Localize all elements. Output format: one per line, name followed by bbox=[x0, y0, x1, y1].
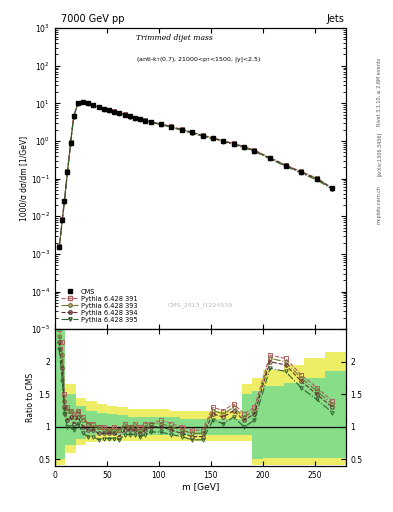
Text: CMS_2013_I1224539: CMS_2013_I1224539 bbox=[168, 303, 233, 308]
Y-axis label: Ratio to CMS: Ratio to CMS bbox=[26, 373, 35, 422]
Text: Jets: Jets bbox=[326, 14, 344, 25]
Text: 7000 GeV pp: 7000 GeV pp bbox=[61, 14, 125, 25]
Y-axis label: 1000/σ dσ/dm [1/GeV]: 1000/σ dσ/dm [1/GeV] bbox=[19, 136, 28, 221]
Text: Rivet 3.1.10, ≥ 2.6M events: Rivet 3.1.10, ≥ 2.6M events bbox=[377, 58, 382, 126]
Text: [arXiv:1306.3436]: [arXiv:1306.3436] bbox=[377, 132, 382, 176]
Text: mcplots.cern.ch: mcplots.cern.ch bbox=[377, 185, 382, 224]
Legend: CMS, Pythia 6.428 391, Pythia 6.428 393, Pythia 6.428 394, Pythia 6.428 395: CMS, Pythia 6.428 391, Pythia 6.428 393,… bbox=[61, 289, 137, 323]
Text: (anti-k$_\mathregular{T}$(0.7), 21000<p$_\mathregular{T}$<1500, |y|<2.5): (anti-k$_\mathregular{T}$(0.7), 21000<p$… bbox=[136, 55, 261, 64]
X-axis label: m [GeV]: m [GeV] bbox=[182, 482, 219, 492]
Text: Trimmed dijet mass: Trimmed dijet mass bbox=[136, 34, 213, 42]
